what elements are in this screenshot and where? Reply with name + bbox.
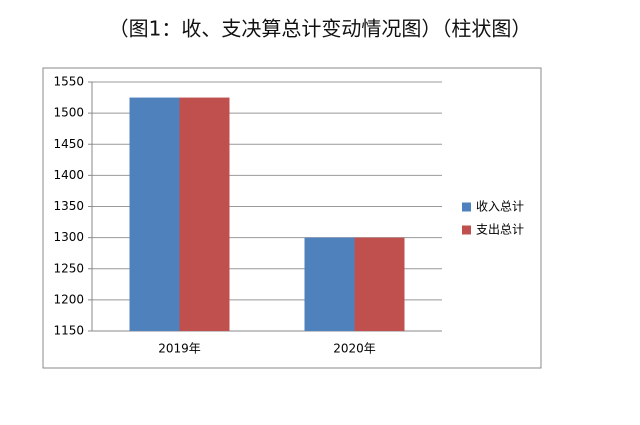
y-tick-label: 1250 <box>53 261 84 275</box>
bar <box>129 97 180 331</box>
y-tick-label: 1400 <box>53 168 84 182</box>
legend-swatch <box>462 225 471 235</box>
bar <box>179 97 230 331</box>
legend-label: 收入总计 <box>476 200 524 214</box>
legend-label: 支出总计 <box>476 223 524 237</box>
x-tick-label: 2019年 <box>158 342 201 356</box>
legend-swatch <box>462 202 471 212</box>
chart-frame <box>42 67 542 369</box>
y-tick-label: 1500 <box>53 106 84 120</box>
y-tick-label: 1300 <box>53 230 84 244</box>
chart-title: （图1：收、支决算总计变动情况图）（柱状图） <box>109 17 532 41</box>
y-tick-label: 1350 <box>53 199 84 213</box>
x-tick-label: 2020年 <box>333 342 376 356</box>
bar <box>354 237 405 331</box>
y-tick-label: 1550 <box>53 75 84 89</box>
bar <box>304 237 355 331</box>
y-tick-label: 1150 <box>53 324 84 338</box>
y-tick-label: 1200 <box>53 292 84 306</box>
y-tick-label: 1450 <box>53 137 84 151</box>
